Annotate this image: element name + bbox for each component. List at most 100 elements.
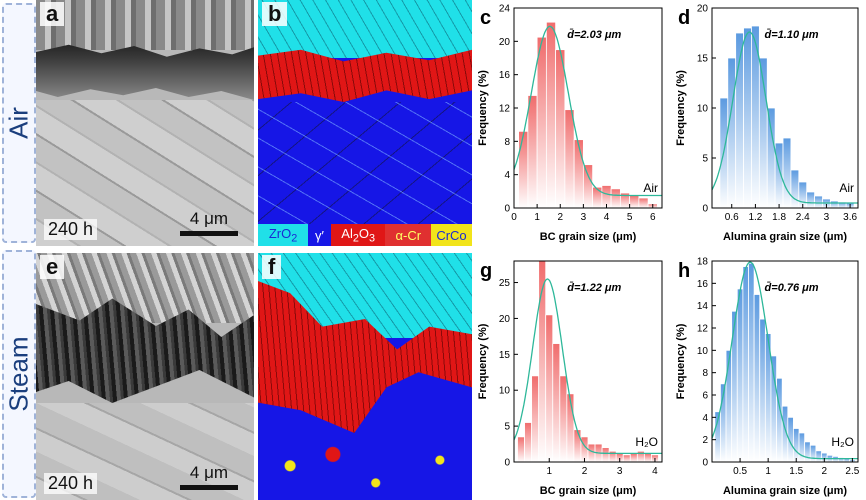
histogram-bar — [610, 188, 621, 209]
histogram-bar — [587, 443, 596, 463]
panel-label-b: b — [262, 2, 288, 26]
x-tick-label: 4 — [652, 466, 658, 477]
histogram-bar — [806, 191, 815, 209]
y-tick-label: 4 — [504, 170, 510, 181]
histogram-bar — [742, 266, 749, 463]
y-tick-label: 10 — [697, 346, 709, 357]
sem-top-layer-e — [36, 253, 254, 323]
y-tick-label: 20 — [697, 4, 709, 15]
environment-label: H₂O — [635, 435, 658, 449]
histogram-bar — [545, 314, 554, 463]
histogram-bar — [559, 375, 568, 463]
y-tick-label: 0 — [504, 458, 510, 469]
y-tick-label: 18 — [697, 257, 709, 268]
histogram-bar — [766, 107, 776, 209]
plot-frame — [711, 260, 859, 463]
histogram-bar — [564, 109, 575, 209]
x-tick-label: 1.2 — [748, 212, 762, 223]
row-label-steam-text: Steam — [3, 336, 34, 412]
x-tick-label: 0 — [511, 212, 517, 223]
histogram-bar — [531, 375, 540, 463]
x-axis-label: Alumina grain size (μm) — [723, 485, 847, 497]
x-tick-label: 2 — [582, 466, 588, 477]
x-tick-label: 1 — [534, 212, 540, 223]
scale-bar-e-line — [180, 485, 238, 490]
histogram-bar — [592, 186, 603, 209]
y-tick-label: 0 — [504, 204, 510, 215]
phase-legend: ZrO2 γ′ Al2O3 α-Cr CrCo — [258, 224, 472, 246]
scale-bar-e: 4 μm — [180, 463, 238, 490]
y-axis-label: Frequency (%) — [675, 70, 687, 146]
histogram-bar — [573, 139, 584, 209]
legend-zro2: ZrO2 — [258, 224, 309, 246]
panel-label-g: g — [480, 260, 492, 282]
y-tick-label: 0 — [702, 458, 708, 469]
plot-frame — [513, 260, 663, 463]
y-tick-label: 2 — [702, 435, 708, 446]
scale-bar-e-label: 4 μm — [189, 463, 229, 482]
mean-label: d̄=1.10 μm — [765, 29, 819, 41]
fit-curve — [711, 31, 858, 204]
y-tick-label: 10 — [697, 104, 709, 115]
y-tick-label: 16 — [697, 279, 709, 290]
panel-label-c: c — [480, 7, 491, 29]
mean-label: d̄=1.22 μm — [567, 282, 621, 294]
legend-alpha-cr-label: α-Cr — [395, 227, 422, 243]
chart-g: 1 2 3 4 0 5 10 15 20 25 BC grain size (μm) Frequenc… — [477, 260, 663, 497]
histogram-bar — [601, 447, 610, 463]
legend-gamma-prime: γ′ — [308, 224, 331, 246]
y-axis-label: Frequency (%) — [477, 323, 489, 399]
y-tick-label: 16 — [499, 70, 511, 81]
row-label-air-text: Air — [3, 107, 34, 139]
x-tick-label: 0.6 — [725, 212, 739, 223]
x-tick-label: 4 — [604, 212, 610, 223]
histogram-bar — [782, 137, 792, 209]
histogram-bar — [527, 95, 538, 209]
histogram-bar — [814, 195, 823, 209]
time-label-a: 240 h — [44, 219, 98, 240]
row-label-steam: Steam — [2, 250, 36, 498]
histogram-bar — [743, 27, 752, 209]
panel-e-sem-image: e 240 h 4 μm — [36, 253, 254, 500]
histogram-bar — [809, 444, 817, 463]
panel-b-phase-map: b ZrO2 γ′ Al2O3 α-Cr CrCo — [258, 0, 472, 246]
legend-alpha-cr: α-Cr — [385, 224, 432, 246]
histogram-bar — [638, 197, 649, 209]
histogram-bar — [793, 428, 800, 463]
x-tick-label: 2 — [822, 466, 828, 477]
panel-a-sem-image: a 240 h 4 μm — [36, 0, 254, 246]
histogram-bar — [727, 57, 737, 209]
x-tick-label: 3 — [824, 212, 830, 223]
legend-alumina-label: Al2O3 — [341, 225, 376, 245]
histogram-bar — [536, 36, 547, 209]
x-tick-label: 2.4 — [796, 212, 810, 223]
crco-spots-f — [258, 443, 472, 500]
histogram-bar — [774, 142, 784, 209]
time-label-e: 240 h — [44, 473, 98, 494]
x-tick-label: 2.5 — [845, 466, 859, 477]
scale-bar-a-line — [180, 231, 238, 236]
environment-label: H₂O — [831, 435, 854, 449]
y-tick-label: 24 — [499, 4, 511, 15]
scale-bar-a: 4 μm — [180, 209, 238, 236]
fit-curve — [711, 261, 858, 460]
histogram-bar — [776, 377, 783, 463]
mean-label: d̄=2.03 μm — [567, 29, 621, 41]
histogram-bar — [798, 432, 806, 463]
y-tick-label: 5 — [702, 154, 708, 165]
y-tick-label: 8 — [702, 368, 708, 379]
x-tick-label: 1.5 — [789, 466, 803, 477]
environment-label: Air — [839, 181, 854, 195]
environment-label: Air — [643, 181, 658, 195]
y-tick-label: 15 — [499, 350, 511, 361]
histogram-bar — [573, 429, 582, 463]
y-tick-label: 20 — [499, 314, 511, 325]
x-tick-label: 3.6 — [843, 212, 857, 223]
x-axis-label: BC grain size (μm) — [540, 485, 637, 497]
y-axis-label: Frequency (%) — [477, 70, 489, 146]
chart-d: 0.6 1.2 1.8 2.4 3 3.6 0 5 10 15 20 Alumina grain si… — [675, 4, 859, 243]
histogram-bar — [725, 349, 733, 463]
histogram-bar — [555, 49, 566, 209]
histogram-bar — [517, 436, 525, 463]
legend-gamma-prime-label: γ′ — [314, 227, 324, 243]
